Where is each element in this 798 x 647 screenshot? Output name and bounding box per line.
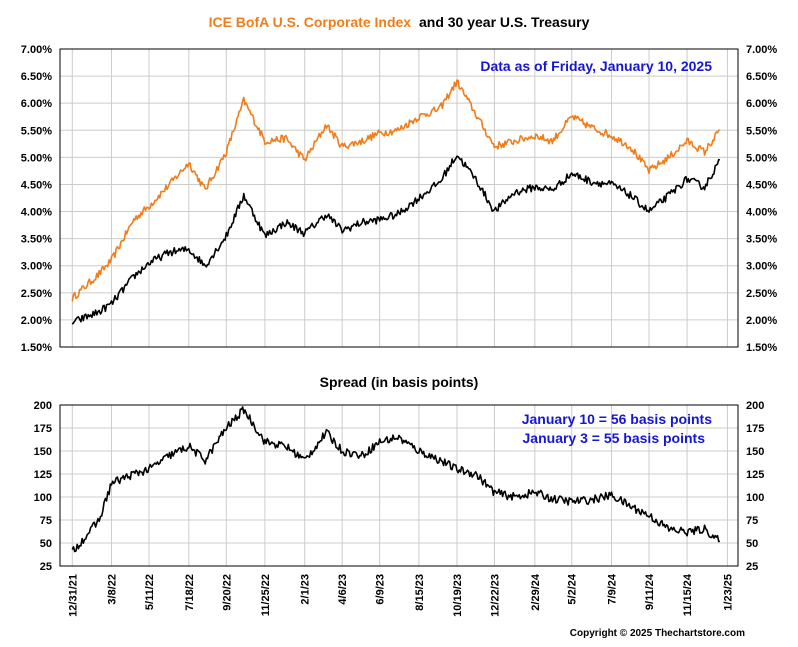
y-tick-label-right: 6.00% — [746, 98, 777, 110]
y-tick-label-right: 150 — [746, 446, 764, 458]
y-tick-label-left: 1.50% — [21, 342, 52, 354]
corporate-index-line — [71, 79, 720, 302]
y-tick-label-right: 25 — [746, 561, 758, 573]
y-tick-label-right: 50 — [746, 538, 758, 550]
x-tick-label: 11/15/24 — [682, 573, 694, 616]
y-tick-label-left: 3.50% — [21, 234, 52, 246]
y-tick-label-right: 5.50% — [746, 125, 777, 137]
y-tick-label-right: 1.50% — [746, 342, 777, 354]
y-tick-label-right: 3.00% — [746, 261, 777, 273]
x-tick-label: 9/11/24 — [644, 573, 656, 610]
bottom-plot-frame — [59, 404, 739, 567]
y-tick-label-right: 175 — [746, 423, 764, 435]
y-tick-label-right: 100 — [746, 492, 764, 504]
x-tick-label: 6/9/23 — [375, 574, 387, 605]
top-title-treasury: and 30 year U.S. Treasury — [419, 14, 590, 30]
x-tick-label: 11/25/22 — [260, 574, 272, 616]
y-tick-label-left: 175 — [34, 423, 52, 435]
x-tick-label: 5/11/22 — [144, 574, 156, 610]
x-axis-tick-labels: 12/31/21 3/8/22 5/11/22 7/18/22 9/20/22 11/25… — [67, 573, 734, 617]
treasury-30yr-line — [71, 155, 721, 325]
y-tick-label-left: 200 — [34, 400, 52, 412]
bottom-y-axis-right: 25 50 75 100 125 150 175 200 — [746, 400, 764, 573]
y-tick-label-left: 75 — [40, 515, 52, 527]
x-tick-label: 10/19/23 — [452, 574, 464, 617]
top-title-corporate: ICE BofA U.S. Corporate Index — [209, 14, 412, 30]
x-tick-label: 2/29/24 — [530, 573, 542, 611]
bottom-chart-title: Spread (in basis points) — [320, 374, 479, 390]
y-tick-label-left: 5.00% — [21, 152, 52, 164]
bottom-annotation-line-2: January 3 = 55 basis points — [523, 430, 706, 446]
top-series-group — [71, 79, 721, 325]
y-tick-label-left: 6.50% — [21, 71, 52, 83]
copyright-text: Copyright © 2025 Thechartstore.com — [570, 628, 745, 639]
y-tick-label-left: 2.00% — [21, 315, 52, 327]
spread-line — [71, 406, 721, 553]
x-tick-label: 12/31/21 — [67, 574, 79, 617]
y-tick-label-left: 25 — [40, 561, 52, 573]
top-annotation: Data as of Friday, January 10, 2025 — [480, 58, 712, 74]
bottom-y-axis-left: 25 50 75 100 125 150 175 200 — [34, 400, 52, 573]
y-tick-label-right: 4.50% — [746, 179, 777, 191]
y-tick-label-right: 4.00% — [746, 207, 777, 219]
x-tick-label: 1/23/25 — [723, 574, 735, 611]
y-tick-label-right: 3.50% — [746, 234, 777, 246]
top-chart-title: ICE BofA U.S. Corporate Index and 30 yea… — [209, 14, 590, 30]
x-tick-label: 5/2/24 — [567, 573, 579, 604]
y-tick-label-right: 2.00% — [746, 315, 777, 327]
y-tick-label-right: 2.50% — [746, 288, 777, 300]
x-tick-label: 2/1/23 — [300, 574, 312, 605]
bottom-annotation-line-1: January 10 = 56 basis points — [522, 411, 712, 427]
y-tick-label-left: 4.00% — [21, 207, 52, 219]
y-tick-label-left: 100 — [34, 492, 52, 504]
top-y-axis-right: 1.50% 2.00% 2.50% 3.00% 3.50% 4.00% 4.50% 5.00%… — [746, 44, 777, 354]
x-tick-label: 3/8/22 — [107, 574, 119, 605]
x-tick-label: 12/22/23 — [489, 574, 501, 617]
y-tick-label-left: 7.00% — [21, 44, 52, 56]
y-tick-label-left: 2.50% — [21, 288, 52, 300]
y-tick-label-left: 125 — [34, 469, 52, 481]
y-tick-label-left: 150 — [34, 446, 52, 458]
y-tick-label-right: 75 — [746, 515, 758, 527]
y-tick-label-left: 4.50% — [21, 179, 52, 191]
x-tick-label: 7/9/24 — [607, 573, 619, 604]
y-tick-label-right: 6.50% — [746, 71, 777, 83]
y-tick-label-right: 7.00% — [746, 44, 777, 56]
x-tick-label: 7/18/22 — [184, 574, 196, 611]
x-tick-label: 4/6/23 — [337, 574, 349, 605]
top-y-axis-left: 1.50% 2.00% 2.50% 3.00% 3.50% 4.00% 4.50% 5.00%… — [21, 44, 52, 354]
y-tick-label-left: 5.50% — [21, 125, 52, 137]
top-plot-frame — [59, 48, 739, 348]
y-tick-label-right: 200 — [746, 400, 764, 412]
top-grid — [60, 48, 738, 348]
x-tick-label: 8/15/23 — [414, 574, 426, 611]
y-tick-label-left: 3.00% — [21, 261, 52, 273]
y-tick-label-left: 50 — [40, 538, 52, 550]
x-tick-label: 9/20/22 — [221, 574, 233, 611]
y-tick-label-left: 6.00% — [21, 98, 52, 110]
y-tick-label-right: 5.00% — [746, 152, 777, 164]
y-tick-label-right: 125 — [746, 469, 764, 481]
bottom-series-group — [71, 406, 721, 553]
